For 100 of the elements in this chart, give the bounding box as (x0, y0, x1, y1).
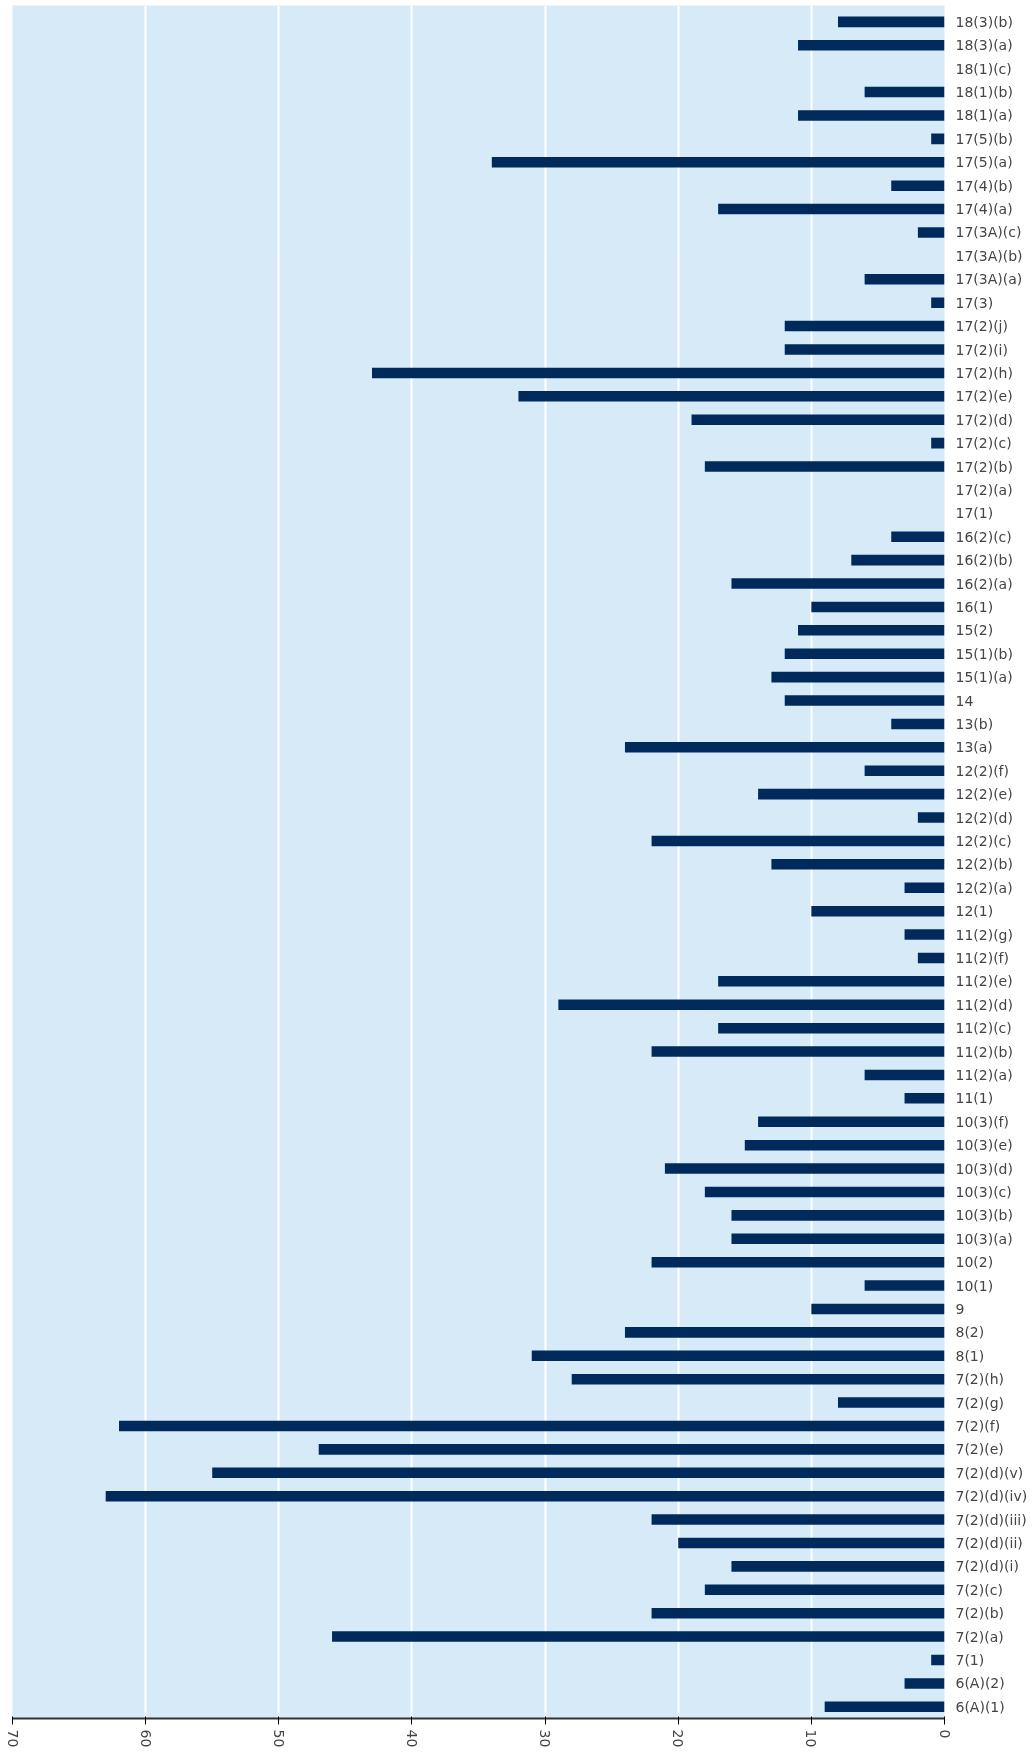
bar (798, 40, 945, 51)
y-tick-label: 12(1) (955, 903, 994, 920)
y-tick-label: 12(2)(a) (955, 879, 1013, 896)
y-tick-label: 15(1)(a) (955, 669, 1013, 686)
y-tick-label: 17(3A)(b) (955, 247, 1023, 264)
y-tick-label: 8(2) (955, 1324, 985, 1341)
bar (864, 765, 945, 776)
bar (744, 1139, 945, 1151)
y-tick-label: 12(2)(c) (955, 832, 1012, 849)
y-tick-label: 18(1)(a) (955, 107, 1013, 124)
x-tick-label: 50 (270, 1729, 287, 1748)
y-tick-label: 17(4)(b) (955, 177, 1013, 194)
bar (105, 1490, 945, 1502)
bar (664, 1163, 945, 1174)
bar (904, 1093, 945, 1104)
bar (904, 929, 945, 940)
y-tick-label: 18(1)(b) (955, 84, 1013, 101)
y-tick-label: 6(A)(2) (955, 1675, 1005, 1692)
bar (518, 391, 945, 402)
bar (212, 1467, 945, 1479)
y-tick-label: 7(2)(d)(ii) (955, 1534, 1023, 1551)
bar (758, 788, 945, 800)
bar (731, 1561, 945, 1572)
y-tick-label: 17(3A)(a) (955, 271, 1023, 288)
bar (718, 976, 945, 987)
y-tick-label: 13(a) (955, 739, 993, 756)
y-tick-label: 10(3)(f) (955, 1113, 1009, 1130)
x-tick-label: 70 (4, 1729, 21, 1748)
y-tick-label: 11(2)(b) (955, 1043, 1013, 1060)
bar (917, 812, 945, 823)
y-tick-label: 7(2)(f) (955, 1417, 1001, 1434)
y-tick-label: 14 (955, 692, 974, 709)
y-tick-label: 17(5)(b) (955, 130, 1013, 147)
y-tick-label: 16(1) (955, 598, 994, 615)
bar (904, 1678, 945, 1689)
y-tick-label: 12(2)(b) (955, 856, 1013, 873)
x-tick-label: 20 (670, 1729, 687, 1748)
y-tick-label: 9 (955, 1300, 965, 1317)
y-tick-label: 7(2)(d)(v) (955, 1464, 1024, 1481)
bar (811, 601, 945, 613)
y-tick-label: 11(1) (955, 1090, 994, 1107)
bar (931, 297, 945, 308)
y-tick-label: 17(2)(b) (955, 458, 1013, 475)
y-tick-label: 12(2)(f) (955, 762, 1009, 779)
bar (771, 671, 945, 683)
bar (371, 367, 945, 379)
bar (571, 1373, 945, 1385)
bar (864, 1069, 945, 1081)
bar (851, 554, 945, 566)
y-tick-label: 7(2)(d)(i) (955, 1558, 1019, 1575)
y-tick-label: 10(3)(a) (955, 1230, 1013, 1247)
bar (784, 648, 945, 659)
y-tick-label: 7(2)(a) (955, 1628, 1004, 1645)
bar (891, 718, 945, 730)
y-tick-label: 17(2)(c) (955, 435, 1012, 452)
y-tick-label: 11(2)(g) (955, 926, 1013, 943)
bar (864, 1280, 945, 1291)
bar (824, 1701, 945, 1713)
bar (811, 1303, 945, 1315)
bar (784, 320, 945, 332)
bar (864, 86, 945, 98)
bar (651, 1046, 945, 1057)
y-tick-label: 17(5)(a) (955, 154, 1013, 171)
bar (651, 1256, 945, 1268)
y-tick-label: 12(2)(e) (955, 786, 1013, 803)
x-tick-label: 40 (403, 1729, 420, 1748)
bar (651, 1514, 945, 1525)
bar (931, 437, 945, 449)
x-tick-label: 60 (137, 1729, 154, 1748)
y-tick-label: 10(3)(d) (955, 1160, 1013, 1177)
y-tick-label: 10(3)(e) (955, 1137, 1013, 1154)
y-tick-label: 18(1)(c) (955, 60, 1012, 77)
bar (837, 16, 945, 28)
bar (904, 882, 945, 894)
bar (931, 1654, 945, 1666)
y-tick-label: 17(3) (955, 294, 994, 311)
y-tick-label: 18(3)(a) (955, 37, 1013, 54)
bar (864, 274, 945, 285)
bar (624, 1327, 945, 1338)
x-tick-label: 30 (537, 1729, 554, 1748)
y-tick-label: 11(2)(c) (955, 1020, 1012, 1037)
bar (318, 1444, 945, 1455)
y-tick-label: 17(2)(a) (955, 481, 1013, 498)
bar (651, 1607, 945, 1619)
y-tick-label: 6(A)(1) (955, 1698, 1005, 1715)
x-tick-label: 0 (936, 1729, 953, 1739)
bar (691, 414, 945, 425)
bar (491, 157, 945, 168)
y-tick-label: 17(4)(a) (955, 201, 1013, 218)
y-tick-label: 7(2)(g) (955, 1394, 1005, 1411)
bar (891, 180, 945, 191)
y-tick-label: 7(2)(d)(iv) (955, 1488, 1028, 1505)
y-tick-label: 7(2)(h) (955, 1371, 1005, 1388)
y-tick-label: 18(3)(b) (955, 13, 1013, 30)
y-tick-label: 15(1)(b) (955, 645, 1013, 662)
y-tick-label: 17(2)(j) (955, 318, 1008, 335)
y-tick-label: 17(3A)(c) (955, 224, 1022, 241)
bar (332, 1631, 945, 1642)
bar (891, 531, 945, 542)
y-tick-label: 11(2)(d) (955, 996, 1013, 1013)
